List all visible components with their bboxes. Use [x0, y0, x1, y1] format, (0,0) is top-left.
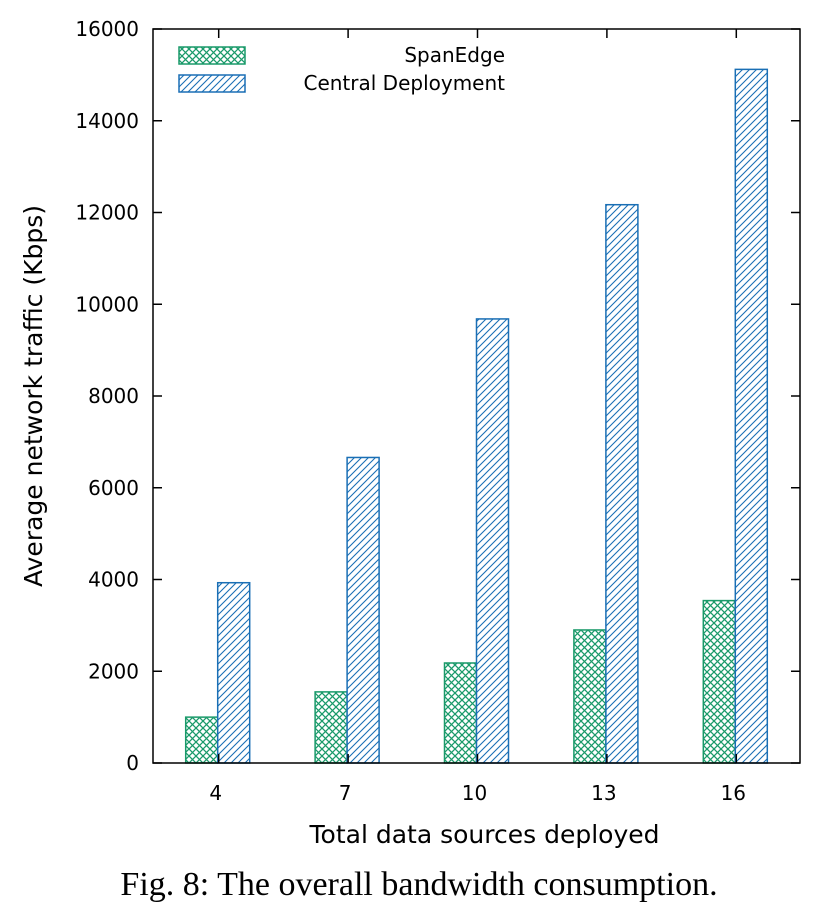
y-tick-label: 2000: [88, 659, 139, 683]
y-tick-label: 10000: [75, 292, 139, 316]
legend-label-central-deployment: Central Deployment: [303, 71, 505, 95]
figure-caption: Fig. 8: The overall bandwidth consumptio…: [120, 866, 718, 903]
bar-central-deployment: [475, 318, 510, 764]
x-tick-label: 13: [591, 781, 616, 805]
y-tick-label: 16000: [75, 17, 139, 41]
y-tick-label: 8000: [88, 384, 139, 408]
x-axis-title: Total data sources deployed: [309, 820, 660, 849]
legend-swatch-spanedge: [178, 46, 246, 65]
bar-central-deployment: [346, 456, 380, 764]
x-tick-label: 10: [462, 781, 487, 805]
legend-swatch-central-deployment: [178, 74, 246, 93]
bar-spanedge: [573, 629, 607, 764]
bar-spanedge: [314, 691, 348, 764]
bar-central-deployment: [734, 68, 769, 764]
x-tick-label: 4: [209, 781, 222, 805]
y-axis: 0 2000 4000 6000 8000 10000 12000 14000 16000: [75, 17, 800, 775]
bar-spanedge: [443, 662, 478, 764]
y-tick-label: 12000: [75, 201, 139, 225]
bar-spanedge: [702, 599, 737, 764]
bars-layer: [184, 68, 769, 764]
y-tick-label: 4000: [88, 568, 139, 592]
y-tick-label: 14000: [75, 109, 139, 133]
y-axis-title: Average network traffic (Kbps): [19, 205, 48, 587]
x-tick-label: 7: [339, 781, 352, 805]
bar-chart: 0 2000 4000 6000 8000 10000 12000 14000 16000 4 7…: [19, 17, 801, 849]
bar-spanedge: [184, 716, 219, 764]
x-tick-label: 16: [721, 781, 746, 805]
bar-central-deployment: [605, 203, 639, 764]
legend: SpanEdge Central Deployment: [178, 43, 505, 95]
x-axis: 4 7 10 13 16: [209, 29, 746, 805]
y-tick-label: 6000: [88, 476, 139, 500]
bar-central-deployment: [216, 581, 251, 764]
y-tick-label: 0: [126, 751, 139, 775]
legend-label-spanedge: SpanEdge: [404, 43, 505, 67]
